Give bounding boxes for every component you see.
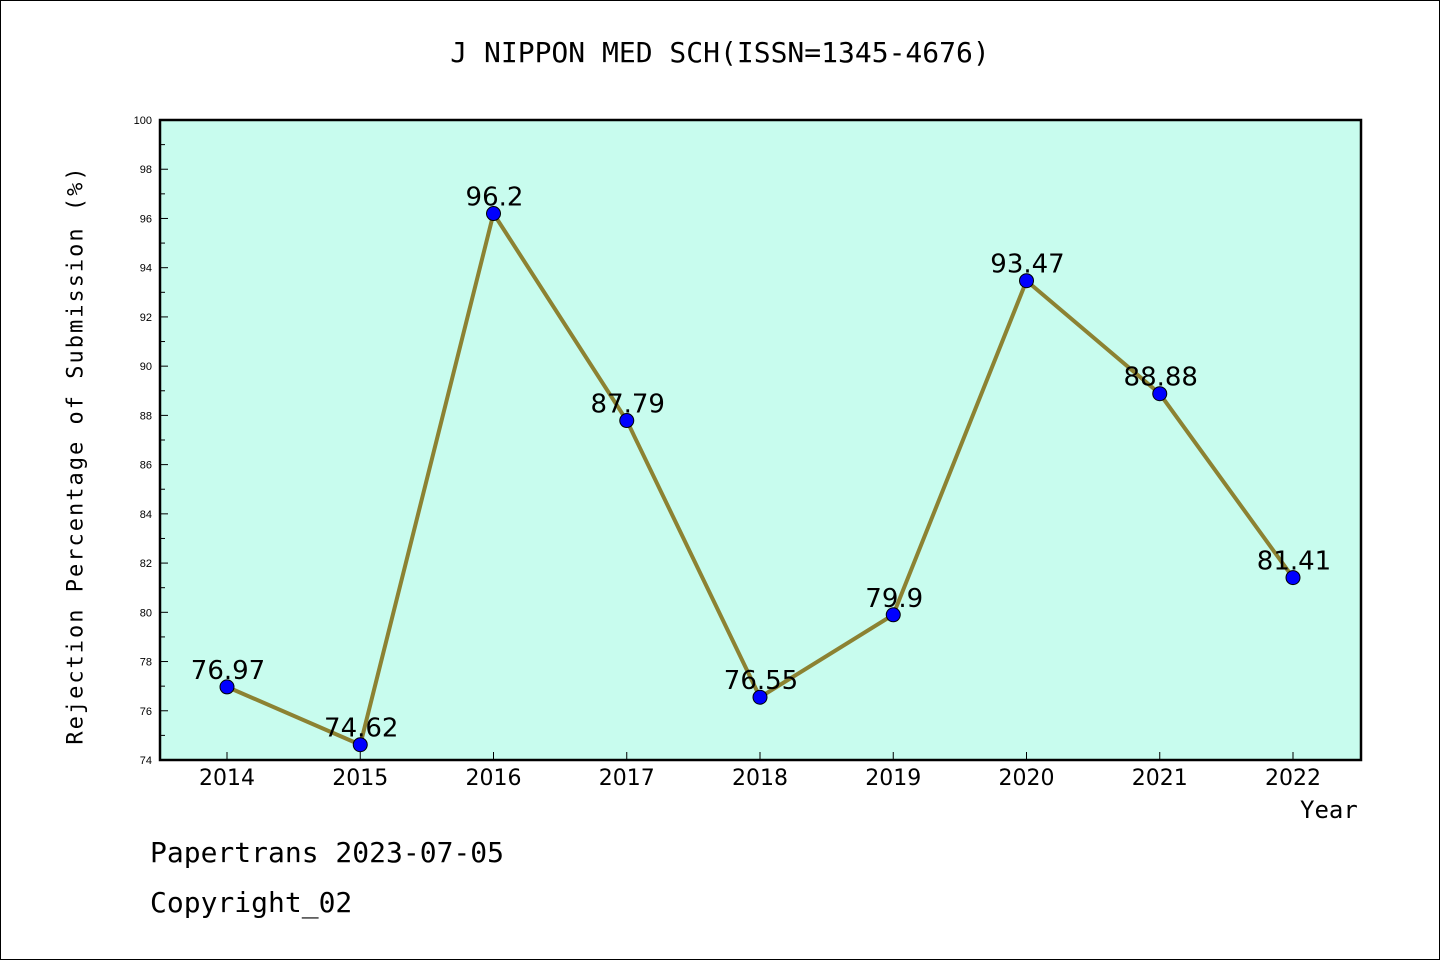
data-point [1285,570,1301,586]
y-tick-label: 92 [140,312,152,324]
x-tick-label: 2018 [732,766,788,791]
plot-area [160,120,1361,760]
y-tick-label: 90 [140,361,152,373]
data-label: 87.79 [591,390,665,420]
data-point [352,737,368,753]
data-point [1152,386,1168,402]
x-tick-label: 2015 [332,766,388,791]
y-tick-label: 80 [140,607,152,619]
x-axis-label: Year [1300,796,1358,824]
y-tick-label: 98 [140,164,152,176]
y-tick-label: 86 [140,460,152,472]
y-tick-label: 82 [140,558,152,570]
x-tick-label: 2019 [865,766,921,791]
data-point [619,413,635,429]
x-tick-label: 2014 [199,766,255,791]
footer-copyright: Copyright_02 [150,886,353,919]
data-label: 79.9 [865,584,923,614]
x-tick-label: 2022 [1265,766,1321,791]
data-point [885,607,901,623]
data-label: 93.47 [990,250,1064,280]
y-tick-label: 78 [140,657,152,669]
data-point [752,689,768,705]
x-tick-label: 2021 [1132,766,1188,791]
footer-source-date: Papertrans 2023-07-05 [150,836,505,869]
y-tick-label: 88 [140,410,152,422]
data-label: 96.2 [466,183,524,213]
plot-border [158,118,1363,762]
y-tick-label: 96 [140,213,152,225]
y-tick-label: 76 [140,706,152,718]
x-tick-label: 2016 [466,766,522,791]
y-tick-label: 100 [134,115,152,127]
y-tick-label: 74 [140,755,152,767]
data-label: 74.62 [324,714,398,744]
data-label: 88.88 [1124,363,1198,393]
x-tick-label: 2017 [599,766,655,791]
data-label: 76.97 [191,656,265,686]
data-point [219,679,235,695]
chart-title: J NIPPON MED SCH(ISSN=1345-4676) [450,36,990,69]
x-tick-label: 2020 [999,766,1055,791]
data-label: 81.41 [1257,547,1331,577]
y-tick-label: 84 [140,509,152,521]
data-label: 76.55 [724,666,798,696]
data-point [1019,273,1034,289]
data-point [486,206,501,222]
y-tick-label: 94 [140,263,152,275]
